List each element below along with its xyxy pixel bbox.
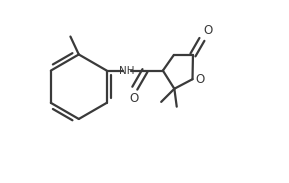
Text: O: O: [195, 73, 205, 86]
Text: O: O: [203, 24, 212, 37]
Text: NH: NH: [119, 66, 135, 76]
Text: O: O: [129, 92, 138, 105]
